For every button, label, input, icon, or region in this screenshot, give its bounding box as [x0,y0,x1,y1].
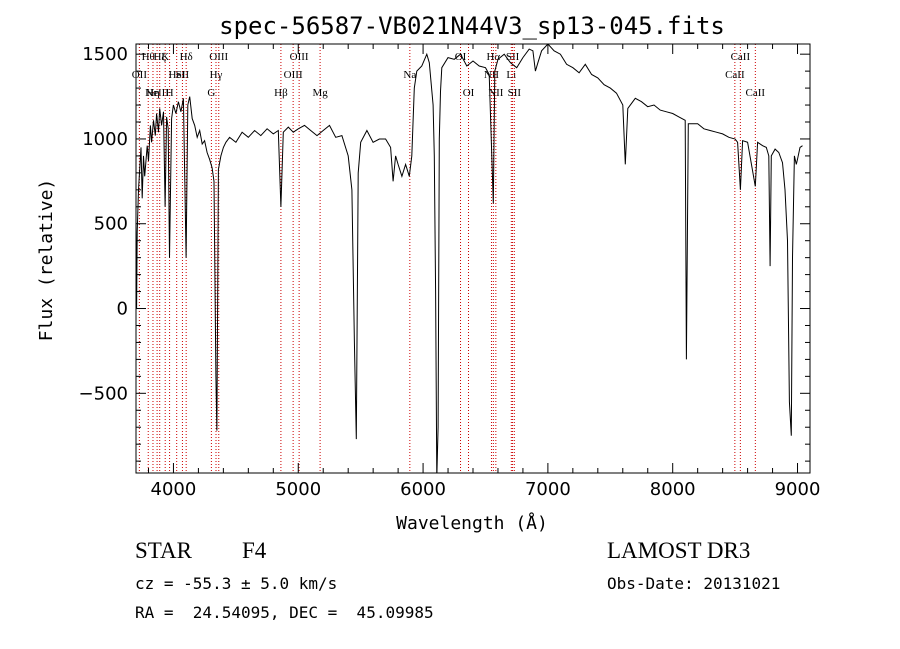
y-axis-label: Flux (relative) [36,179,57,342]
spectral-line-label: OIII [284,69,303,81]
spectral-line-label: SII [506,51,520,63]
spectral-line-label: G [207,87,215,99]
spectral-line-label: K [161,51,169,63]
spectral-line-label: Mg [312,87,328,99]
obs-date: Obs-Date: 20131021 [607,574,781,593]
spectral-line-label: Hα [486,51,500,63]
spectral-line-label: OI [455,51,467,63]
plot-area: OIIHθHηNeIIIHζKHHeISIIHδGHγOIIIHβOIIIOII… [79,43,821,500]
object-class: STAR [135,538,192,563]
y-tick-label: 500 [94,214,128,235]
spectral-line-label: Hδ [180,51,193,63]
x-axis-label: Wavelength (Å) [396,512,548,534]
spectral-line-label: CaII [746,87,766,99]
x-tick-label: 9000 [775,479,821,500]
spectral-line-label: SII [508,87,522,99]
y-tick-label: 1500 [82,44,128,65]
redshift-cz: cz = -55.3 ± 5.0 km/s [135,574,338,593]
spectral-line-label: CaII [725,69,745,81]
spectral-line-label: H [166,87,174,99]
subclass: F4 [242,538,267,563]
spectral-line-label: Hβ [274,87,288,99]
coordinates: RA = 24.54095, DEC = 45.09985 [135,603,434,622]
x-tick-label: 4000 [151,479,197,500]
x-tick-label: 6000 [400,479,446,500]
spectral-line-label: SII [176,69,190,81]
spectral-line-label: OI [463,87,475,99]
spectral-line-label: NeIII [145,87,169,99]
x-tick-label: 7000 [525,479,571,500]
spectrum-line [136,44,803,473]
spectral-line-label: OIII [290,51,309,63]
spectral-line-label: CaII [731,51,751,63]
spectral-line-label: NII [488,87,504,99]
spectral-line-label: Hγ [210,69,223,81]
chart-title: spec-56587-VB021N44V3_sp13-045.fits [219,12,725,40]
spectral-line-label: NII [484,69,500,81]
spectral-line-label: Hη [146,87,160,99]
y-tick-label: 0 [117,299,128,320]
spectral-line-label: HeI [168,69,185,81]
x-tick-label: 8000 [650,479,696,500]
plot-frame [135,43,811,474]
x-tick-label: 5000 [275,479,321,500]
survey-name: LAMOST DR3 [607,538,751,563]
y-tick-label: 1000 [82,129,128,150]
y-tick-label: −500 [79,383,128,404]
spectral-line-label: Li [506,69,516,81]
spectral-line-label: Na [403,69,416,81]
spectral-line-label: Hζ [153,51,166,63]
spectral-line-label: OIII [209,51,228,63]
